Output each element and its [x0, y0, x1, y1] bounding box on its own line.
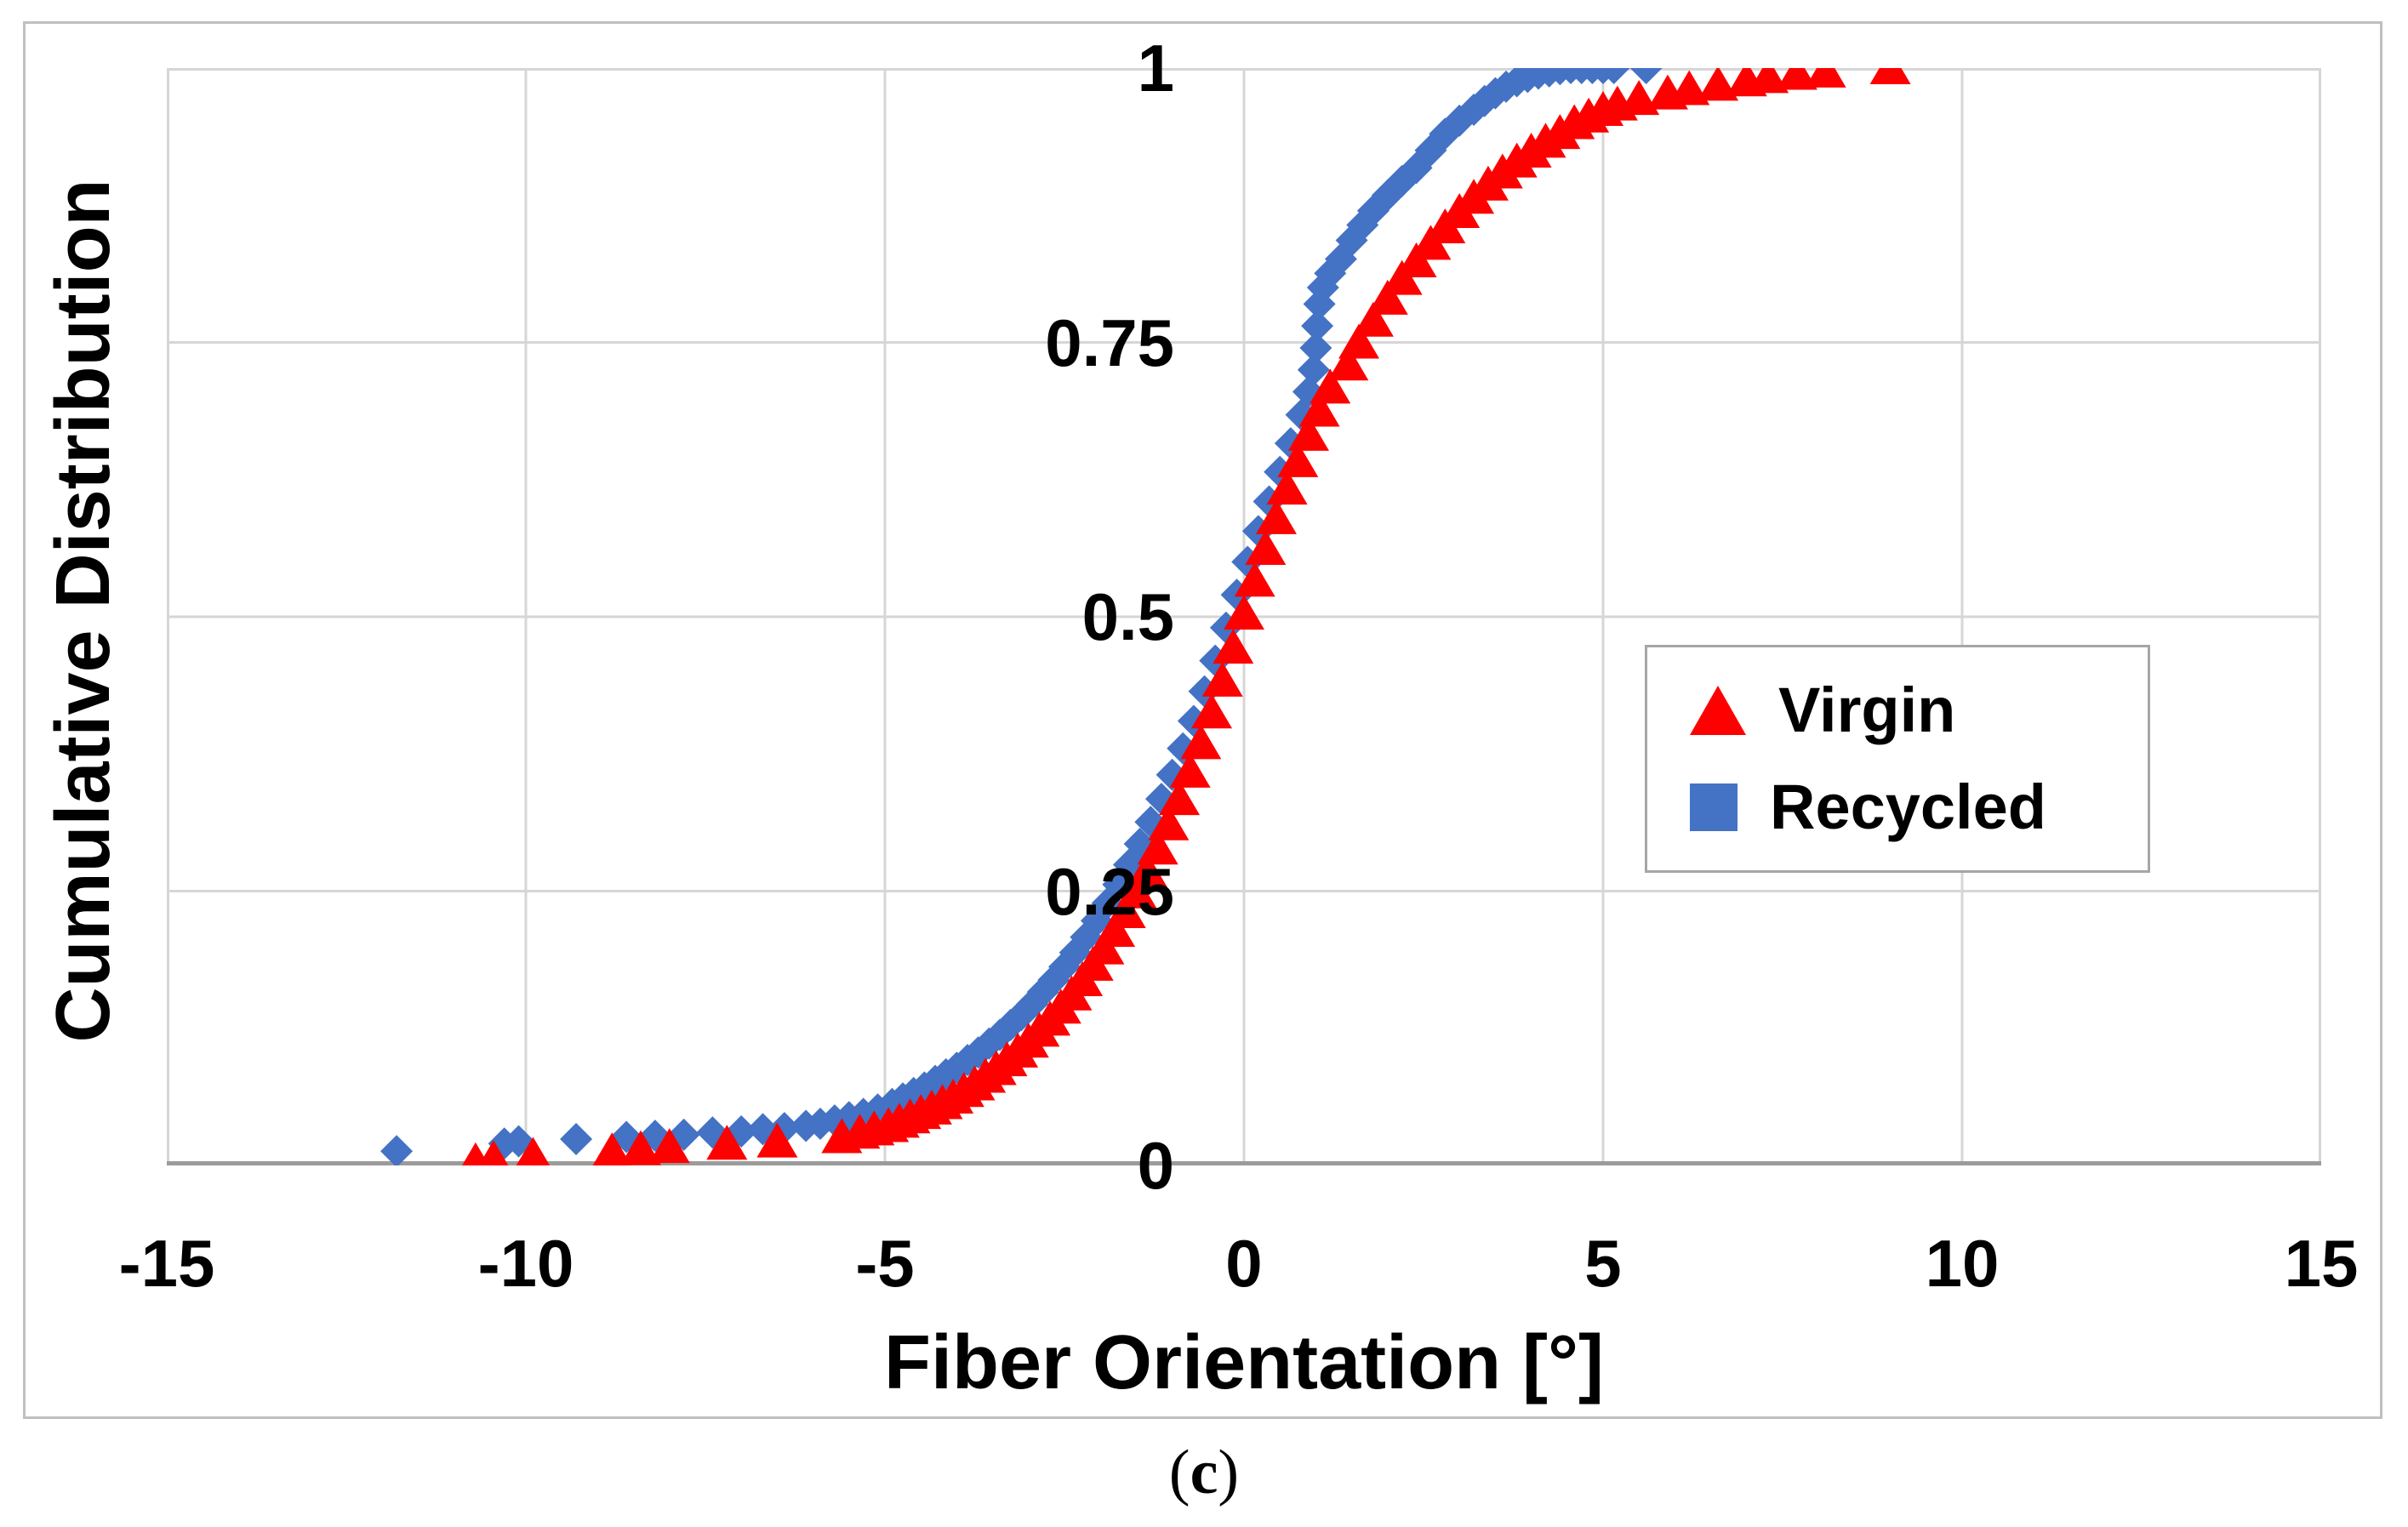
figure-caption: (c) [1168, 1438, 1240, 1507]
data-point-virgin [1245, 530, 1287, 566]
y-axis-title: Cumulative Distribution [41, 179, 126, 1043]
data-point-recycled [560, 1123, 593, 1156]
series-virgin [462, 68, 1911, 1165]
y-tick-label: 0.25 [1045, 853, 1174, 929]
data-point-virgin [620, 1130, 662, 1165]
x-tick-label: 5 [1584, 1226, 1622, 1301]
data-point-virgin [1698, 68, 1739, 101]
data-point-virgin [1277, 442, 1319, 477]
x-axis-title: Fiber Orientation [°] [884, 1320, 1604, 1405]
data-point-virgin [1310, 368, 1351, 404]
data-point-recycled [1468, 84, 1501, 117]
data-point-virgin [1137, 829, 1178, 865]
triangle-marker-icon [1690, 686, 1746, 735]
data-point-virgin [1180, 724, 1222, 760]
data-point-recycled [861, 1093, 894, 1126]
data-point-virgin [1381, 259, 1423, 295]
legend-item-recycled: Recycled [1690, 773, 2148, 841]
data-point-recycled [380, 1135, 414, 1165]
data-point-virgin [1094, 911, 1136, 947]
data-point-virgin [1266, 470, 1308, 505]
y-tick-label: 0 [1137, 1128, 1174, 1203]
data-point-virgin [1083, 929, 1125, 965]
x-tick-label: -10 [477, 1226, 574, 1301]
legend-label-virgin: Virgin [1778, 675, 1956, 745]
data-point-virgin [1298, 391, 1340, 427]
square-marker-icon [1690, 783, 1738, 831]
data-point-virgin [1287, 415, 1329, 451]
y-tick-label: 0.75 [1045, 305, 1174, 380]
data-point-recycled [984, 1018, 1017, 1051]
data-point-virgin [1169, 752, 1211, 788]
data-point-virgin [592, 1132, 631, 1165]
data-point-virgin [756, 1122, 798, 1158]
data-point-recycled [1070, 920, 1103, 954]
plot-area [167, 68, 2321, 1165]
data-point-virgin [1338, 323, 1380, 359]
data-point-virgin [1395, 242, 1437, 278]
data-point-recycled [1299, 331, 1332, 364]
data-point-virgin [1201, 661, 1243, 697]
data-point-virgin [1148, 805, 1190, 840]
y-tick-label: 0.5 [1081, 579, 1174, 654]
data-point-virgin [1104, 893, 1146, 929]
data-point-virgin [648, 1128, 690, 1164]
data-point-virgin [706, 1125, 748, 1160]
legend-label-recycled: Recycled [1770, 772, 2046, 842]
data-point-virgin [1191, 693, 1233, 729]
data-point-recycled [1429, 117, 1462, 151]
x-tick-label: 0 [1225, 1226, 1263, 1301]
data-point-virgin [1805, 68, 1846, 88]
data-point-virgin [1669, 70, 1710, 105]
data-point-virgin [1127, 852, 1168, 888]
data-point-virgin [1352, 301, 1394, 337]
data-point-recycled [1314, 257, 1347, 290]
data-point-virgin [1869, 68, 1911, 84]
x-tick-label: 15 [2284, 1226, 2359, 1301]
x-tick-label: -15 [118, 1226, 215, 1301]
x-tick-label: 10 [1925, 1226, 2000, 1301]
x-tick-label: -5 [855, 1226, 915, 1301]
data-point-virgin [1224, 595, 1264, 630]
data-point-virgin [1234, 561, 1275, 597]
data-point-virgin [1618, 80, 1660, 116]
data-point-virgin [1213, 629, 1254, 664]
data-point-recycled [1629, 68, 1663, 84]
data-point-recycled [919, 1064, 952, 1097]
y-tick-label: 1 [1137, 31, 1174, 105]
data-point-virgin [1255, 499, 1297, 534]
data-point-recycled [1385, 164, 1418, 197]
data-point-virgin [516, 1137, 551, 1165]
data-point-virgin [1159, 780, 1201, 816]
data-point-recycled [1597, 68, 1630, 84]
data-point-virgin [1367, 279, 1408, 315]
legend: Virgin Recycled [1645, 645, 2150, 873]
data-point-recycled [951, 1044, 984, 1077]
data-point-virgin [478, 1140, 509, 1165]
data-point-recycled [1301, 310, 1334, 343]
data-point-virgin [1327, 345, 1369, 381]
data-point-recycled [1479, 77, 1512, 110]
data-point-recycled [1297, 353, 1330, 386]
legend-item-virgin: Virgin [1690, 676, 2148, 744]
data-point-virgin [1116, 873, 1157, 909]
